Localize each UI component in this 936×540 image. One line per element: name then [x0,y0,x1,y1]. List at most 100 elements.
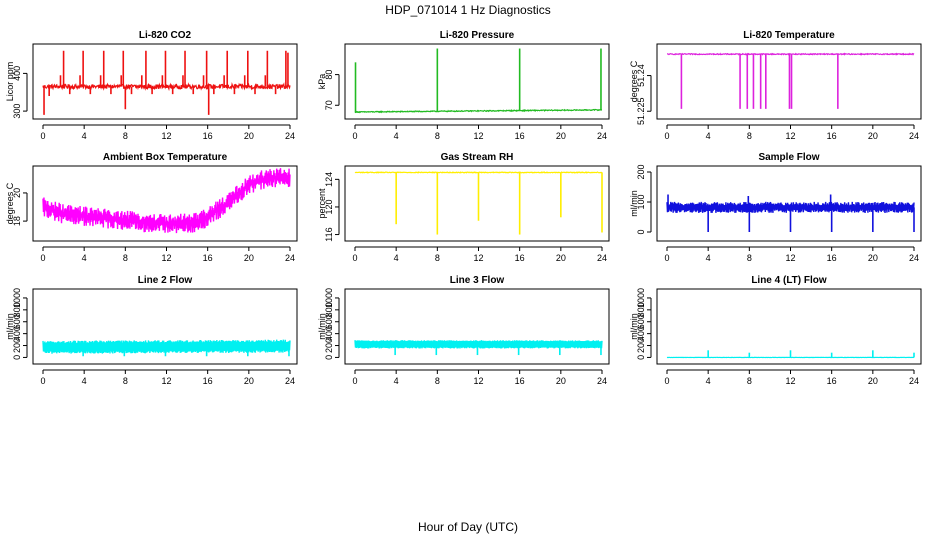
y-tick-label: 1000 [324,288,334,308]
y-tick-label: 51.24 [636,64,646,87]
x-tick-label: 0 [40,376,45,386]
x-tick-label: 20 [868,253,878,263]
series-trace-group [42,50,291,115]
x-tick-label: 24 [285,131,295,141]
y-tick-label: 800 [324,302,334,317]
chart-panel: Gas Stream RH percent 0 4 8 12 16 20 24 116 120 124 [317,152,610,263]
panel-title: Line 2 Flow [138,275,193,286]
x-tick-label: 12 [785,253,795,263]
x-tick-label: 16 [515,131,525,141]
x-tick-label: 8 [123,131,128,141]
y-axis-label: ml/min [317,313,327,340]
x-tick-label: 4 [82,253,87,263]
panel-title: Line 4 (LT) Flow [751,275,827,286]
x-tick-label: 24 [597,253,607,263]
series-trace-group [354,171,603,235]
x-tick-label: 0 [664,253,669,263]
x-tick-label: 4 [706,131,711,141]
y-tick-label: 800 [12,302,22,317]
series-line [42,339,291,354]
x-tick-label: 20 [556,376,566,386]
y-tick-label: 400 [636,326,646,341]
y-tick-label: 600 [12,314,22,329]
plot-frame [32,165,298,242]
panel-title: Ambient Box Temperature [103,152,228,163]
panel-title: Gas Stream RH [441,152,514,163]
x-tick-label: 8 [123,376,128,386]
y-axis-label: degrees C [5,182,15,224]
x-tick-label: 20 [556,253,566,263]
figure-x-axis-label: Hour of Day (UTC) [418,520,518,534]
y-tick-label: 200 [636,338,646,353]
y-axis-label: ml/min [629,190,639,217]
x-tick-label: 24 [909,253,919,263]
y-tick-label: 70 [324,100,334,110]
panel-title: Li-820 Temperature [743,30,835,41]
x-tick-label: 8 [435,376,440,386]
plot-frame [344,43,610,120]
panel-title: Line 3 Flow [450,275,505,286]
plot-frame [656,165,922,242]
y-tick-label: 120 [324,199,334,214]
series-trace-group [666,194,915,232]
x-tick-label: 16 [203,253,213,263]
series-trace-group [666,52,915,109]
x-tick-label: 4 [706,253,711,263]
y-tick-label: 200 [12,338,22,353]
y-tick-label: 116 [324,227,334,241]
y-tick-label: 0 [324,355,334,360]
x-tick-label: 24 [285,376,295,386]
x-tick-label: 20 [556,131,566,141]
x-tick-label: 12 [785,376,795,386]
y-tick-label: 0 [636,355,646,360]
x-tick-label: 0 [352,131,357,141]
x-tick-label: 4 [394,131,399,141]
x-tick-label: 20 [244,376,254,386]
x-tick-label: 16 [515,376,525,386]
x-tick-label: 12 [161,253,171,263]
x-tick-label: 12 [473,376,483,386]
plot-frame [656,288,922,365]
x-tick-label: 24 [909,376,919,386]
x-tick-label: 4 [82,376,87,386]
x-tick-label: 0 [664,131,669,141]
series-trace-group [354,48,603,114]
y-axis-label: percent [317,188,327,219]
x-tick-label: 16 [203,376,213,386]
series-line [666,52,915,56]
x-tick-label: 0 [352,253,357,263]
chart-panel: Li-820 Pressure kPa 0 4 8 12 16 20 24 70 80 [317,30,610,141]
x-tick-label: 12 [161,376,171,386]
x-tick-label: 20 [244,253,254,263]
y-tick-label: 300 [12,104,22,119]
x-tick-label: 12 [473,131,483,141]
y-tick-label: 0 [12,355,22,360]
y-tick-label: 80 [324,70,334,80]
y-tick-label: 20 [12,188,22,198]
x-tick-label: 24 [597,131,607,141]
y-axis-label: ml/min [5,313,15,340]
y-tick-label: 124 [324,172,334,187]
panel-title: Li-820 CO2 [139,30,192,41]
x-tick-label: 0 [352,376,357,386]
y-tick-label: 1000 [636,288,646,308]
x-tick-label: 24 [597,376,607,386]
y-tick-label: 400 [12,326,22,341]
y-tick-label: 51.225 [636,97,646,125]
y-tick-label: 200 [636,164,646,179]
plot-frame [344,288,610,365]
panel-title: Li-820 Pressure [440,30,515,41]
x-tick-label: 4 [706,376,711,386]
y-tick-label: 800 [636,302,646,317]
y-tick-label: 400 [12,66,22,81]
x-tick-label: 8 [123,253,128,263]
y-tick-label: 200 [324,338,334,353]
chart-panel: Sample Flow ml/min 0 4 8 12 16 20 24 0 100 200 [629,152,922,263]
x-tick-label: 4 [394,376,399,386]
chart-panel: Line 2 Flow ml/min 0 4 8 12 16 20 24 0 20040060080… [5,275,298,386]
x-tick-label: 0 [40,253,45,263]
y-axis-label: degrees C [629,60,639,102]
chart-panel: Ambient Box Temperature degrees C 0 4 8 12 16 2… [5,152,298,263]
